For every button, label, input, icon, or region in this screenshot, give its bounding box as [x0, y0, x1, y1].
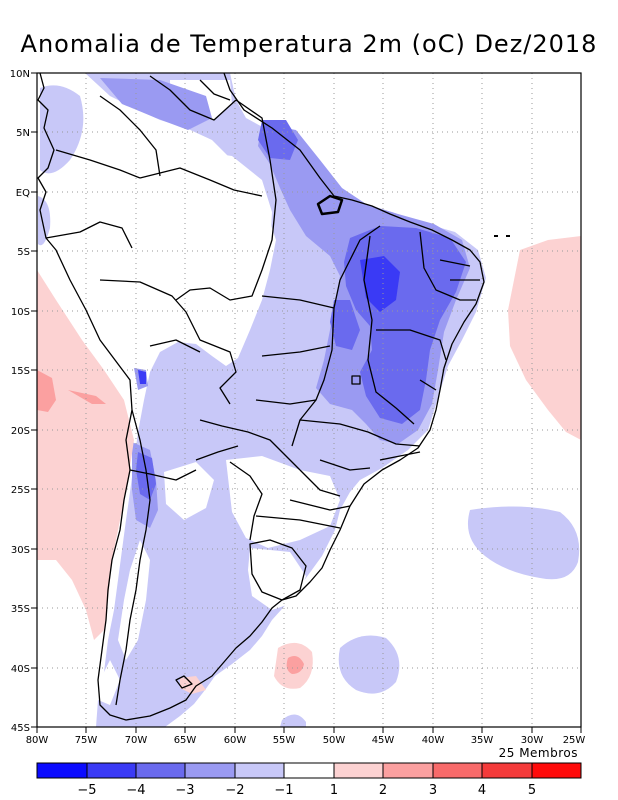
lon-label: 75W: [75, 735, 98, 746]
anomaly-region-neutral-7: [98, 660, 120, 705]
anomaly-region-positive-2: [37, 370, 56, 412]
colorbar-swatch: [136, 763, 185, 778]
colorbar-label: −4: [126, 783, 145, 798]
lat-label: 35S: [11, 604, 30, 615]
anomaly-region-negative-2: [40, 85, 84, 174]
anomaly-region-negative-16: [360, 256, 400, 312]
colorbar-swatch: [284, 763, 334, 778]
anomaly-region-negative-6: [280, 714, 306, 727]
colorbar-label: −3: [175, 783, 194, 798]
anomaly-region-negative-14: [136, 452, 156, 500]
lon-label: 35W: [471, 735, 494, 746]
lon-label: 25W: [563, 735, 586, 746]
lon-axis: 80W 75W 70W 65W 60W 55W 50W 45W 40W 35W …: [26, 727, 586, 746]
lat-label: 10N: [10, 69, 30, 80]
colorbar-swatch: [87, 763, 136, 778]
anomaly-region-negative-8: [100, 78, 212, 130]
lon-label: 80W: [26, 735, 49, 746]
lat-label: 5N: [16, 128, 30, 139]
lon-label: 50W: [323, 735, 346, 746]
colorbar-swatch: [433, 763, 482, 778]
colorbar-swatch: [235, 763, 284, 778]
lat-label: 40S: [11, 664, 30, 675]
anomaly-region-positive-4: [508, 236, 581, 440]
lat-label: 45S: [11, 723, 30, 734]
colorbar-label: 2: [379, 783, 387, 798]
colorbar-label: 5: [528, 783, 536, 798]
anomaly-region-negative-5: [338, 635, 400, 694]
colorbar-label: −5: [77, 783, 96, 798]
colorbar: −5 −4 −3 −2 −1 1 2 3 4 5: [36, 762, 582, 798]
lat-label: 25S: [11, 485, 30, 496]
anomaly-region-negative-4: [467, 506, 580, 580]
lon-label: 40W: [422, 735, 445, 746]
anomaly-region-neutral-3: [226, 456, 340, 548]
lat-label: 30S: [11, 545, 30, 556]
anomaly-region-negative-13: [330, 300, 360, 350]
lat-label: 20S: [11, 426, 30, 437]
lat-label: 15S: [11, 366, 30, 377]
anomaly-region-positive-7: [180, 676, 206, 694]
colorbar-swatch: [185, 763, 235, 778]
colorbar-label: −1: [274, 783, 293, 798]
map-frame: [36, 72, 582, 728]
anomaly-region-negative-15: [138, 370, 146, 384]
colorbar-label: −2: [225, 783, 244, 798]
colorbar-label: 4: [478, 783, 486, 798]
members-note: 25 Membros: [499, 746, 578, 760]
lon-label: 55W: [273, 735, 296, 746]
colorbar-label: 3: [429, 783, 437, 798]
anomaly-fields: [37, 73, 581, 727]
lon-label: 70W: [125, 735, 148, 746]
anomaly-region-positive-1: [37, 270, 134, 640]
lat-label: EQ: [16, 188, 30, 199]
anomaly-region-positive-3: [68, 390, 106, 404]
lat-label: 10S: [11, 307, 30, 318]
colorbar-swatch: [383, 763, 433, 778]
lon-label: 65W: [174, 735, 197, 746]
anomaly-region-neutral-1: [98, 150, 272, 340]
colorbar-swatch: [532, 763, 581, 778]
borders: [37, 73, 510, 721]
lat-axis: 10N 5N EQ 5S 10S 15S 20S 25S 30S 35S 40S…: [10, 69, 37, 734]
lon-label: 45W: [372, 735, 395, 746]
colorbar-swatch: [334, 763, 383, 778]
lat-label: 5S: [17, 247, 30, 258]
anomaly-region-neutral-5: [164, 462, 214, 520]
lon-label: 60W: [224, 735, 247, 746]
colorbar-label: 1: [330, 783, 338, 798]
anomaly-region-positive-6: [286, 656, 304, 674]
lon-label: 30W: [521, 735, 544, 746]
colorbar-swatch: [37, 763, 87, 778]
page-title: Anomalia de Temperatura 2m (oC) Dez/2018: [20, 30, 598, 58]
colorbar-swatch: [482, 763, 532, 778]
